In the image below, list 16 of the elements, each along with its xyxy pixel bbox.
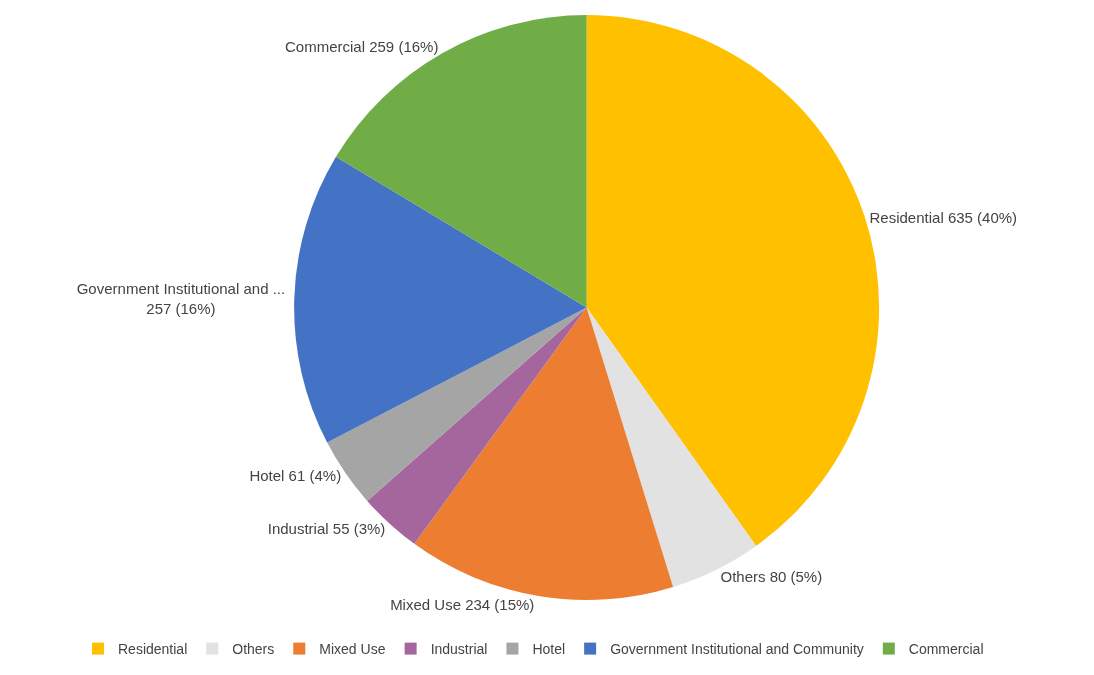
legend-label: Government Institutional and Community (610, 641, 864, 658)
data-label: Industrial 55 (3%) (267, 519, 386, 537)
pie-slice (294, 156, 587, 443)
data-label: Hotel 61 (4%) (249, 467, 342, 485)
data-label: Others 80 (5%) (720, 568, 823, 586)
legend-label: Residential (118, 641, 188, 658)
legend-label: Industrial (430, 641, 488, 658)
data-label: Residential 635 (40%) (869, 209, 1018, 227)
legend-label: Commercial (908, 641, 984, 658)
legend-label: Others (232, 641, 275, 658)
data-label: Commercial 259 (16%) (285, 37, 439, 55)
data-label: Mixed Use 234 (15%) (390, 595, 535, 613)
pie-slice (414, 307, 674, 600)
legend-label: Mixed Use (319, 641, 386, 658)
data-label: Government Institutional and ... 257 (16%) (76, 280, 286, 317)
legend-label: Hotel (532, 641, 566, 658)
